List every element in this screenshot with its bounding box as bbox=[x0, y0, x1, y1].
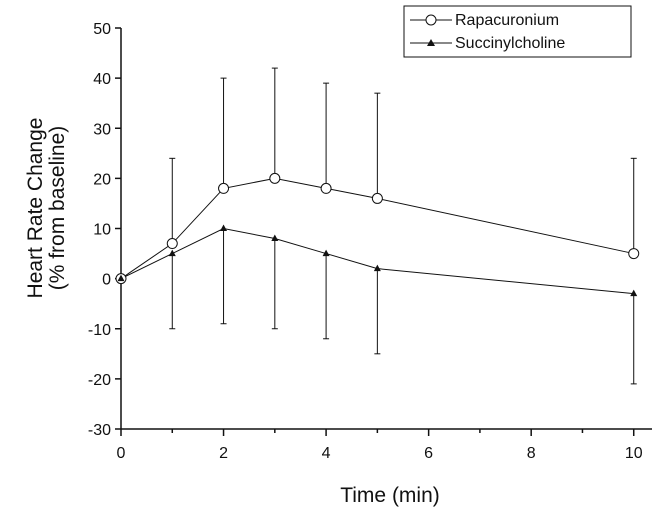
x-tick-label: 10 bbox=[625, 445, 643, 462]
point-succinylcholine bbox=[271, 234, 279, 242]
point-succinylcholine bbox=[322, 249, 330, 257]
point-succinylcholine bbox=[168, 249, 176, 257]
y-axis-label-line-2: (% from baseline) bbox=[46, 126, 69, 291]
x-axis-label: Time (min) bbox=[340, 484, 440, 507]
y-axis-label: Heart Rate Change (% from baseline) bbox=[24, 118, 69, 299]
y-tick-label: -20 bbox=[88, 372, 111, 389]
point-succinylcholine bbox=[373, 264, 381, 272]
point-rapacuronium bbox=[166, 238, 178, 250]
x-tick-label: 8 bbox=[527, 445, 536, 462]
y-tick-label: 20 bbox=[93, 171, 111, 188]
y-axis-label-line-1: Heart Rate Change bbox=[24, 118, 47, 299]
series-markers bbox=[115, 172, 640, 297]
axes bbox=[115, 27, 652, 436]
legend-label-succinylcholine: Succinylcholine bbox=[455, 35, 565, 52]
point-succinylcholine bbox=[220, 224, 228, 231]
x-tick-label: 2 bbox=[219, 445, 228, 462]
point-rapacuronium bbox=[269, 172, 281, 184]
point-rapacuronium bbox=[218, 182, 230, 194]
x-tick-label: 4 bbox=[322, 445, 331, 462]
tick-labels: -30 -20 -10 0 10 20 30 40 50 0 2 4 6 8 10 bbox=[88, 21, 643, 462]
point-rapacuronium bbox=[320, 182, 332, 194]
legend-marker-succinylcholine bbox=[427, 39, 435, 46]
legend: Rapacuronium Succinylcholine bbox=[403, 5, 632, 58]
y-tick-label: 0 bbox=[102, 272, 111, 289]
y-tick-label: 40 bbox=[93, 71, 111, 88]
y-tick-label: 10 bbox=[93, 222, 111, 239]
x-tick-label: 6 bbox=[424, 445, 433, 462]
point-rapacuronium bbox=[371, 192, 383, 204]
y-tick-label: -10 bbox=[88, 322, 111, 339]
legend-box bbox=[403, 5, 632, 58]
x-tick-label: 0 bbox=[117, 445, 126, 462]
point-rapacuronium bbox=[628, 248, 640, 260]
y-tick-label: 50 bbox=[93, 21, 111, 38]
legend-marker-rapacuronium bbox=[425, 14, 437, 26]
point-succinylcholine bbox=[630, 289, 638, 297]
y-tick-label: 30 bbox=[93, 121, 111, 138]
legend-label-rapacuronium: Rapacuronium bbox=[455, 12, 559, 29]
error-bars bbox=[169, 67, 637, 385]
y-tick-label: -30 bbox=[88, 422, 111, 439]
point-succinylcholine bbox=[117, 274, 125, 282]
